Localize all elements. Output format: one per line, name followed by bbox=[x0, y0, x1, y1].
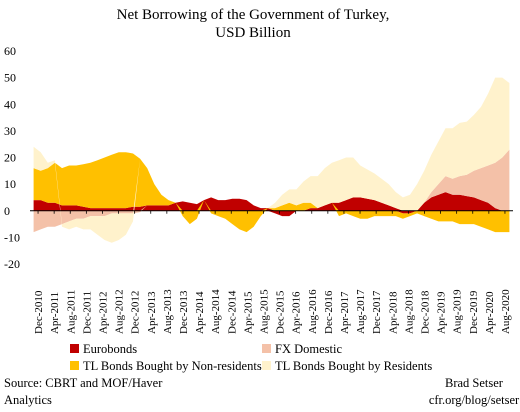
source-line-2: Analytics bbox=[4, 393, 52, 407]
x-tick-label: Apr-2017 bbox=[339, 291, 351, 334]
x-tick-label: Aug-2017 bbox=[355, 289, 367, 334]
area-eurobonds bbox=[33, 192, 510, 217]
x-tick-label: Aug-2018 bbox=[403, 289, 415, 334]
x-tick-label: Dec-2017 bbox=[371, 290, 383, 334]
area-tl-bonds-bought-by-non-residents bbox=[33, 152, 510, 233]
x-tick-label: Dec-2013 bbox=[178, 290, 190, 334]
x-tick-label: Apr-2020 bbox=[484, 291, 496, 334]
y-tick-label: -10 bbox=[4, 230, 20, 244]
x-tick-label: Aug-2011 bbox=[65, 290, 77, 334]
y-tick-label: 20 bbox=[4, 151, 16, 165]
x-tick-label: Apr-2018 bbox=[387, 291, 399, 334]
x-tick-label: Apr-2014 bbox=[194, 291, 206, 334]
y-axis: -20 -10 0 10 20 30 40 50 60 bbox=[4, 44, 20, 271]
chart-subtitle: USD Billion bbox=[215, 25, 291, 41]
author-url: cfr.org/blog/setser bbox=[429, 393, 520, 407]
legend-swatch-tl-residents bbox=[262, 361, 271, 370]
legend-label-tl-nonresidents: TL Bonds Bought by Non-residents bbox=[83, 359, 262, 373]
source-line-1: Source: CBRT and MOF/Haver bbox=[4, 376, 163, 390]
x-tick-label: Dec-2018 bbox=[419, 290, 431, 334]
x-tick-label: Dec-2010 bbox=[33, 290, 45, 334]
x-tick-label: Apr-2016 bbox=[291, 291, 303, 334]
y-tick-label: 40 bbox=[4, 97, 16, 111]
x-axis: Dec-2010 Apr-2011 Aug-2011 Dec-2011 Apr-2012… bbox=[33, 210, 512, 334]
x-tick-label: Apr-2011 bbox=[49, 292, 61, 334]
x-tick-label: Aug-2015 bbox=[258, 289, 270, 334]
x-tick-label: Dec-2015 bbox=[275, 290, 287, 334]
x-tick-label: Apr-2013 bbox=[146, 291, 158, 334]
x-tick-label: Apr-2015 bbox=[242, 291, 254, 334]
x-tick-label: Aug-2016 bbox=[307, 289, 319, 334]
x-tick-label: Apr-2012 bbox=[97, 291, 109, 334]
x-tick-label: Aug-2013 bbox=[162, 289, 174, 334]
x-tick-label: Aug-2019 bbox=[452, 289, 464, 334]
y-tick-label: 30 bbox=[4, 124, 16, 138]
x-tick-label: Aug-2020 bbox=[500, 289, 512, 334]
legend: Eurobonds FX Domestic TL Bonds Bought by… bbox=[70, 342, 432, 373]
x-tick-label: Dec-2011 bbox=[81, 291, 93, 334]
legend-swatch-fx-domestic bbox=[262, 344, 271, 353]
x-tick-label: Dec-2014 bbox=[226, 290, 238, 334]
y-tick-label: 10 bbox=[4, 177, 16, 191]
x-tick-label: Dec-2019 bbox=[468, 290, 480, 334]
x-tick-label: Aug-2012 bbox=[114, 289, 126, 334]
legend-label-tl-residents: TL Bonds Bought by Residents bbox=[275, 359, 432, 373]
x-tick-label: Aug-2014 bbox=[210, 289, 222, 334]
y-tick-label: -20 bbox=[4, 257, 20, 271]
legend-swatch-eurobonds bbox=[70, 344, 79, 353]
y-tick-label: 60 bbox=[4, 44, 16, 58]
x-tick-label: Dec-2016 bbox=[323, 290, 335, 334]
x-tick-label: Dec-2012 bbox=[130, 291, 142, 334]
x-tick-label: Apr-2019 bbox=[436, 291, 448, 334]
legend-swatch-tl-nonresidents bbox=[70, 361, 79, 370]
chart-title: Net Borrowing of the Government of Turke… bbox=[117, 7, 390, 23]
y-tick-label: 50 bbox=[4, 71, 16, 85]
y-tick-label: 0 bbox=[4, 204, 10, 218]
legend-label-eurobonds: Eurobonds bbox=[83, 342, 137, 356]
legend-label-fx-domestic: FX Domestic bbox=[275, 342, 342, 356]
area-tl-bonds-bought-by-residents bbox=[33, 77, 510, 243]
author-name: Brad Setser bbox=[445, 376, 504, 390]
plot-areas bbox=[33, 77, 510, 243]
